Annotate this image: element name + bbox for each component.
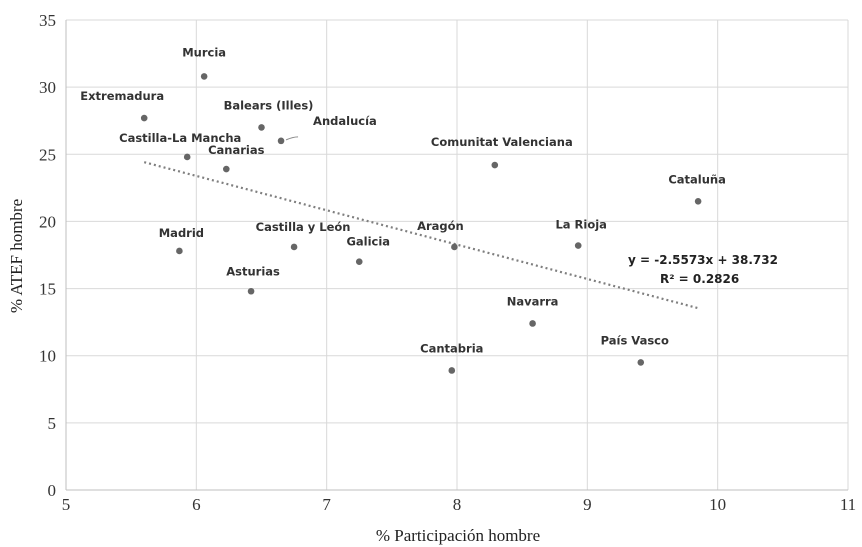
x-tick-label: 7 (322, 495, 331, 514)
data-label: Cantabria (420, 341, 483, 355)
y-tick-label: 35 (39, 11, 56, 30)
data-label: Comunitat Valenciana (431, 135, 573, 149)
y-tick-label: 10 (39, 347, 56, 366)
data-point (451, 243, 458, 251)
x-tick-label: 5 (62, 495, 71, 514)
y-tick-label: 0 (48, 481, 57, 500)
data-point (448, 367, 456, 374)
data-point (491, 161, 499, 169)
y-axis-title: % ATEF hombre (7, 199, 26, 313)
data-point (176, 247, 183, 255)
y-tick-label: 25 (39, 145, 56, 164)
gridlines (66, 19, 849, 490)
x-tick-label: 11 (840, 495, 856, 514)
data-points (140, 73, 702, 374)
data-label: País Vasco (601, 333, 669, 347)
data-label: Aragón (417, 219, 464, 233)
data-label: Murcia (182, 45, 226, 59)
data-point (694, 197, 702, 205)
trendline-equation: y = -2.5573x + 38.732 (628, 253, 778, 267)
data-label: Cataluña (668, 172, 726, 186)
x-axis-title: % Participación hombre (376, 526, 540, 545)
data-label: Extremadura (80, 89, 164, 103)
data-label: Asturias (226, 264, 280, 278)
data-label: Castilla y León (256, 220, 351, 234)
trendline (143, 161, 699, 310)
y-tick-label: 5 (48, 414, 57, 433)
data-point (355, 258, 363, 266)
data-point (529, 320, 536, 327)
data-label: Madrid (159, 226, 204, 240)
data-point (247, 287, 255, 295)
data-point (637, 359, 645, 366)
x-tick-label: 9 (583, 495, 592, 514)
point-labels: Murcia Extremadura Balears (Illes) Andalucí… (80, 45, 726, 355)
leader-line (285, 136, 299, 141)
data-point (140, 114, 148, 122)
data-point (183, 153, 191, 161)
x-tick-label: 10 (709, 495, 726, 514)
data-label: La Rioja (555, 218, 607, 232)
trendline-layer (143, 161, 699, 310)
data-point (223, 165, 230, 173)
data-label: Navarra (507, 294, 559, 308)
y-tick-label: 20 (39, 212, 56, 231)
data-label: Galicia (346, 235, 390, 249)
data-point (277, 137, 285, 145)
data-point (200, 73, 208, 80)
data-label: Balears (Illes) (224, 98, 314, 112)
trendline-r-squared: R² = 0.2826 (660, 272, 739, 286)
data-point (574, 242, 582, 249)
y-tick-label: 15 (39, 280, 56, 299)
data-point (258, 124, 265, 131)
x-tick-label: 8 (453, 495, 462, 514)
data-label: Canarias (208, 143, 265, 157)
data-label: Andalucía (313, 114, 377, 128)
data-label: Castilla-La Mancha (119, 131, 241, 145)
data-point (290, 243, 298, 251)
y-tick-label: 30 (39, 78, 56, 97)
x-tick-label: 6 (192, 495, 201, 514)
